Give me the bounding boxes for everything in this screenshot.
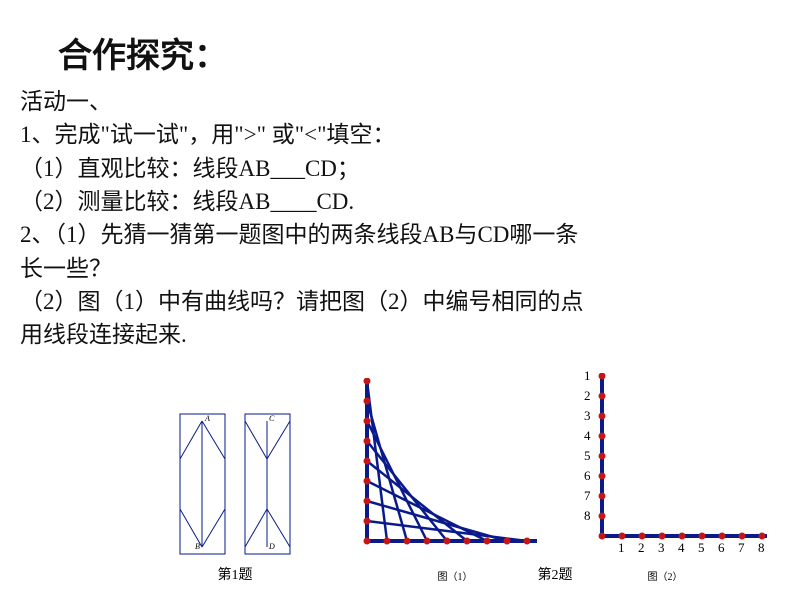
axis-h-label: 3 [658,540,665,556]
axis-h-label: 2 [638,540,645,556]
line-2: 1、完成"试一试"，用">" 或"<"填空： [20,118,774,151]
figure-2 [355,378,545,558]
line-4: （2）测量比较：线段AB____CD. [20,185,774,218]
content-block: 活动一、 1、完成"试一试"，用">" 或"<"填空： （1）直观比较：线段AB… [0,77,794,352]
axis-v-label: 2 [584,388,591,404]
line-3: （1）直观比较：线段AB___CD； [20,152,774,185]
axis-h-label: 7 [738,540,745,556]
line-7: （2）图（1）中有曲线吗？请把图（2）中编号相同的点 [20,285,774,318]
axis-v-label: 4 [584,428,591,444]
svg-text:D: D [268,542,275,551]
axis-v-label: 5 [584,448,591,464]
axis-h-label: 1 [618,540,625,556]
axis-v-label: 8 [584,508,591,524]
axis-h-label: 8 [758,540,765,556]
figure-3: 1122334455667788 [568,373,768,558]
axis-v-label: 1 [584,368,591,384]
caption-img1: 图（1） [430,568,480,583]
line-5: 2、（1）先猜一猜第一题图中的两条线段AB与CD哪一条 [20,218,774,251]
line-1: 活动一、 [20,85,774,118]
axis-h-label: 5 [698,540,705,556]
page-title: 合作探究： [0,0,794,77]
caption-img2: 图（2） [640,568,690,583]
axis-h-label: 6 [718,540,725,556]
caption-q1: 第1题 [205,564,265,584]
svg-text:A: A [204,414,210,423]
axis-v-label: 6 [584,468,591,484]
svg-text:C: C [269,414,275,423]
caption-q2: 第2题 [525,564,585,584]
figures-area: ABCD 1122334455667788 第1题 图（1） 第2题 图（2） [0,381,794,586]
figure-1: A B C D [175,409,295,564]
line-6: 长一些？ [20,252,774,285]
axis-v-label: 3 [584,408,591,424]
svg-text:B: B [195,542,200,551]
axis-h-label: 4 [678,540,685,556]
line-8: 用线段连接起来. [20,318,774,351]
axis-v-label: 7 [584,488,591,504]
